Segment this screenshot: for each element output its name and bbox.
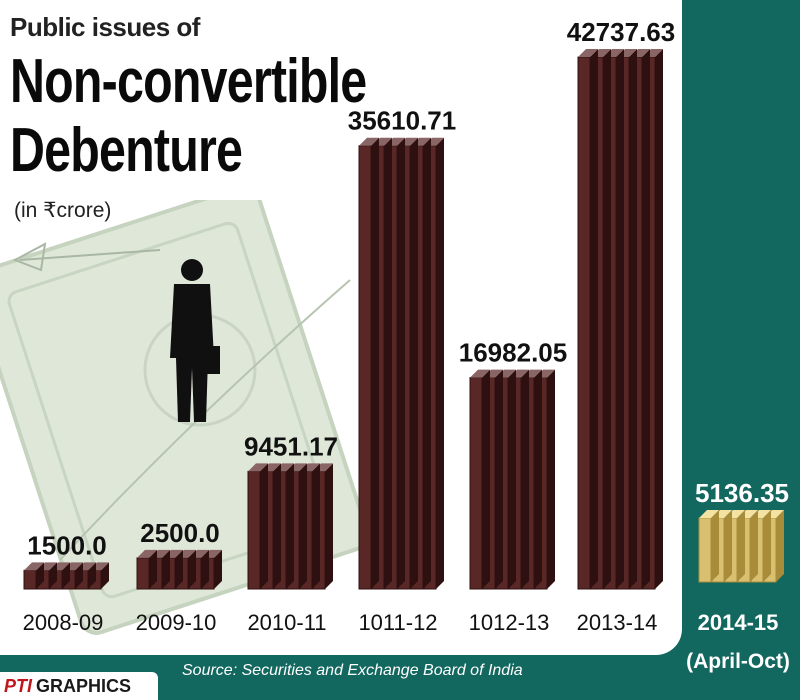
category-label: 2014-15 (698, 610, 779, 635)
bar-2010-11 (247, 463, 333, 590)
bar-2014-15 (698, 510, 784, 583)
logo-mark: PTI (4, 675, 33, 696)
unit-note: (in ₹crore) (14, 199, 112, 222)
chart-subtitle: Public issues of (10, 12, 200, 42)
category-label: 2013-14 (577, 610, 658, 635)
value-label: 9451.17 (244, 431, 338, 461)
bar-2013-14 (577, 49, 663, 590)
bar-2008-09 (23, 562, 109, 590)
value-label: 5136.35 (695, 478, 789, 508)
category-label: 2010-11 (247, 610, 326, 635)
chart-title-line-2: Debenture (10, 116, 243, 185)
businessman-silhouette-icon (170, 259, 220, 422)
value-label: 2500.0 (140, 518, 220, 548)
value-label: 1500.0 (27, 530, 107, 560)
pti-graphics-logo: PTI GRAPHICS (0, 672, 158, 700)
value-label: 35610.71 (348, 106, 456, 136)
value-label: 42737.63 (567, 17, 675, 47)
source-note: Source: Securities and Exchange Board of… (182, 662, 523, 679)
value-label: 16982.05 (459, 338, 567, 368)
category-label: 2008-09 (23, 610, 104, 635)
logo-word: GRAPHICS (36, 675, 132, 696)
chart-title-line-1: Non-convertible (10, 47, 367, 116)
category-label: 1012-13 (469, 610, 550, 635)
category-sublabel: (April-Oct) (686, 650, 790, 673)
bar-2009-10 (136, 549, 222, 590)
bar-1012-13 (469, 369, 555, 590)
category-label: 2009-10 (136, 610, 217, 635)
bar-1011-12 (358, 137, 444, 590)
category-label: 1011-12 (358, 610, 437, 635)
